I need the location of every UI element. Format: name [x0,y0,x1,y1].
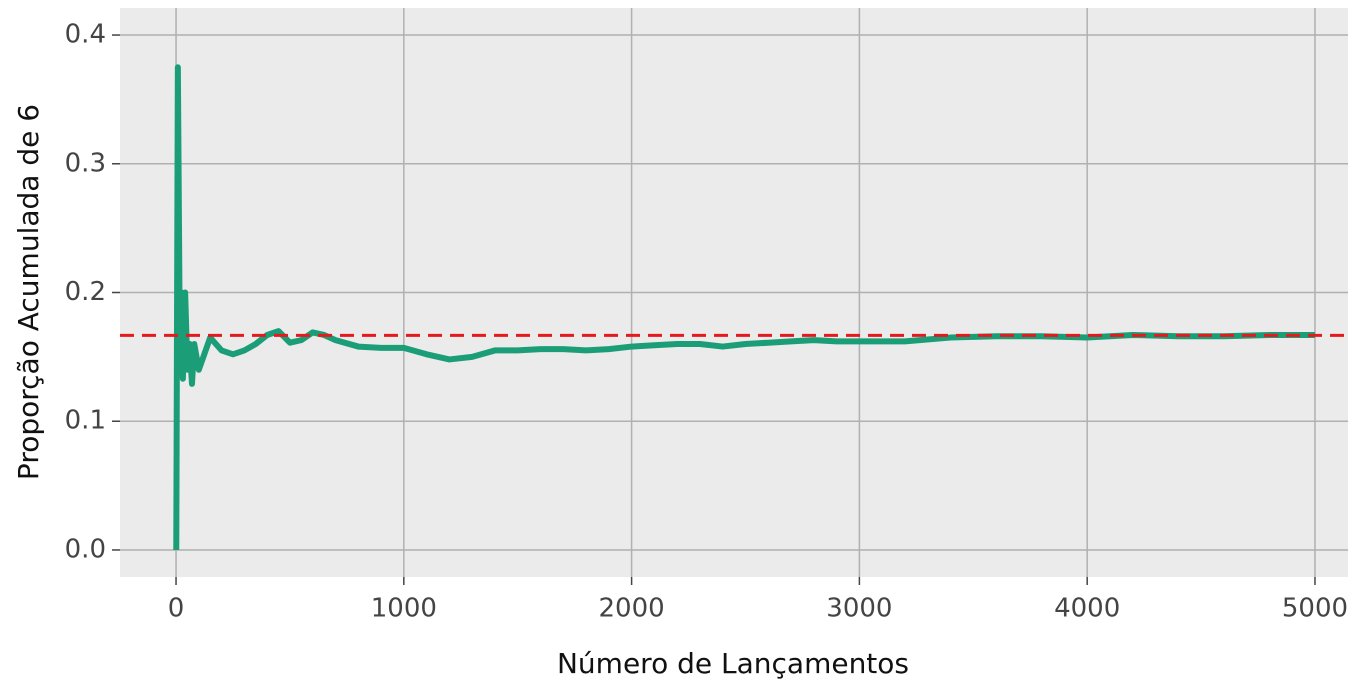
x-tick-label: 4000 [1054,594,1120,624]
x-tick-label: 0 [168,594,185,624]
y-tick-label: 0.1 [65,406,106,436]
y-tick-label: 0.3 [65,148,106,178]
x-axis-label: Número de Lançamentos [557,647,909,680]
x-tick-label: 3000 [826,594,892,624]
y-tick-label: 0.2 [65,277,106,307]
x-tick-label: 1000 [371,594,437,624]
x-tick-label: 2000 [599,594,665,624]
y-axis-label: Proporção Acumulada de 6 [12,104,45,480]
y-tick-label: 0.4 [65,20,106,50]
y-tick-label: 0.0 [65,534,106,564]
x-tick-label: 5000 [1282,594,1348,624]
data-line [173,64,1315,550]
